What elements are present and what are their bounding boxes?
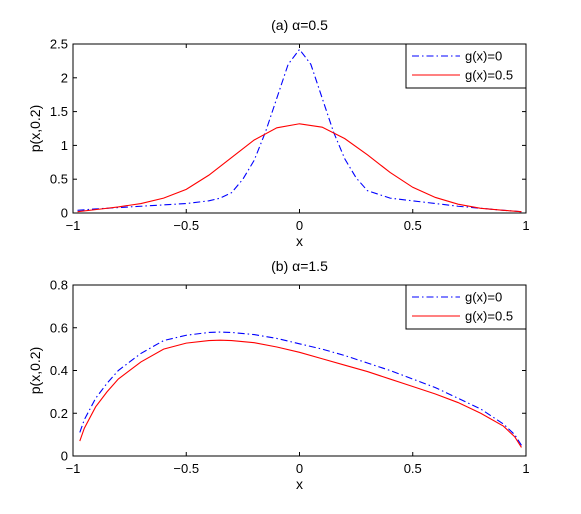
x-tick-label: 0.5 bbox=[404, 461, 422, 476]
y-tick-label: 0.6 bbox=[50, 320, 68, 335]
y-tick-label: 0 bbox=[61, 449, 68, 464]
x-axis-label: x bbox=[296, 233, 303, 249]
y-axis-label: p(x,0.2) bbox=[27, 105, 43, 152]
chart-panel-1: (a) α=0.5 −1 −0.5 0 0.5 1 0 0.5 1 1.5 2 2.5 x p(x,0.2… bbox=[27, 17, 530, 249]
x-tick-label: 1 bbox=[522, 461, 529, 476]
x-tick-label: −0.5 bbox=[173, 218, 199, 233]
series-line-2 bbox=[77, 123, 522, 213]
y-tick-label: 0 bbox=[61, 206, 68, 221]
legend-label-1: g(x)=0 bbox=[465, 290, 502, 305]
legend: g(x)=0 g(x)=0.5 bbox=[405, 43, 527, 89]
y-tick-label: 0.4 bbox=[50, 363, 68, 378]
y-tick-label: 0.5 bbox=[50, 172, 68, 187]
y-tick-label: 1.5 bbox=[50, 104, 68, 119]
series-line-1 bbox=[77, 48, 522, 213]
x-tick-label: 1 bbox=[522, 218, 529, 233]
x-tick-label: 0.5 bbox=[404, 218, 422, 233]
x-tick-label: 0 bbox=[296, 461, 303, 476]
y-tick-label: 0.2 bbox=[50, 406, 68, 421]
chart-panel-2: (b) α=1.5 −1 −0.5 0 0.5 1 0 0.2 0.4 0.6 0.8 x p(x,0.… bbox=[27, 258, 530, 492]
y-tick-label: 2 bbox=[61, 70, 68, 85]
series-line-1 bbox=[79, 331, 522, 446]
x-tick-label: −0.5 bbox=[173, 461, 199, 476]
y-tick-label: 1 bbox=[61, 138, 68, 153]
series-line-2 bbox=[79, 339, 522, 448]
y-axis-label: p(x,0.2) bbox=[27, 347, 43, 394]
y-tick-label: 0.8 bbox=[50, 278, 68, 293]
legend-box bbox=[405, 284, 527, 330]
legend: g(x)=0 g(x)=0.5 bbox=[405, 284, 527, 330]
chart-title: (b) α=1.5 bbox=[271, 258, 328, 274]
legend-label-2: g(x)=0.5 bbox=[465, 309, 513, 324]
legend-label-1: g(x)=0 bbox=[465, 49, 502, 64]
x-tick-label: −1 bbox=[66, 461, 81, 476]
x-tick-label: −1 bbox=[66, 218, 81, 233]
legend-box bbox=[405, 43, 527, 89]
y-tick-label: 2.5 bbox=[50, 37, 68, 52]
x-tick-label: 0 bbox=[296, 218, 303, 233]
legend-label-2: g(x)=0.5 bbox=[465, 68, 513, 83]
chart-title: (a) α=0.5 bbox=[271, 17, 328, 33]
x-axis-label: x bbox=[296, 476, 303, 492]
